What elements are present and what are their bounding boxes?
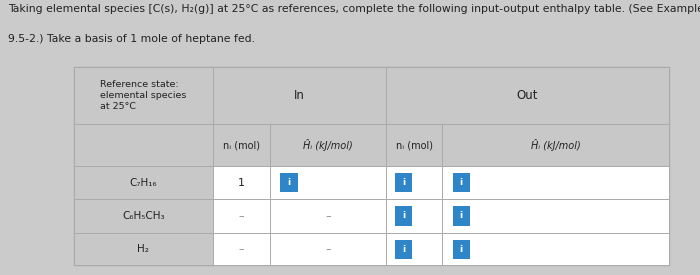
Text: nᵢ (mol): nᵢ (mol) xyxy=(395,140,433,150)
Text: i: i xyxy=(460,178,463,187)
Text: nᵢ (mol): nᵢ (mol) xyxy=(223,140,260,150)
Text: Ĥᵢ (kJ/mol): Ĥᵢ (kJ/mol) xyxy=(303,139,353,151)
Text: i: i xyxy=(402,178,405,187)
Text: i: i xyxy=(287,178,290,187)
Text: C₆H₅CH₃: C₆H₅CH₃ xyxy=(122,211,164,221)
Text: C₇H₁₆: C₇H₁₆ xyxy=(130,178,158,188)
Text: Reference state:
elemental species
at 25°C: Reference state: elemental species at 25… xyxy=(100,80,187,111)
Text: i: i xyxy=(460,244,463,254)
Text: i: i xyxy=(460,211,463,220)
Text: Out: Out xyxy=(517,89,538,102)
Text: –: – xyxy=(325,211,330,221)
Text: 1: 1 xyxy=(238,178,245,188)
Text: –: – xyxy=(325,244,330,254)
Text: Ĥᵢ (kJ/mol): Ĥᵢ (kJ/mol) xyxy=(531,139,580,151)
Text: –: – xyxy=(239,244,244,254)
Text: Taking elemental species [C(s), H₂(g)] at 25°C as references, complete the follo: Taking elemental species [C(s), H₂(g)] a… xyxy=(8,4,700,14)
Text: 9.5-2.) Take a basis of 1 mole of heptane fed.: 9.5-2.) Take a basis of 1 mole of heptan… xyxy=(8,34,256,44)
Text: In: In xyxy=(294,89,305,102)
Text: –: – xyxy=(239,211,244,221)
Text: i: i xyxy=(402,211,405,220)
Text: i: i xyxy=(402,244,405,254)
Text: H₂: H₂ xyxy=(137,244,149,254)
